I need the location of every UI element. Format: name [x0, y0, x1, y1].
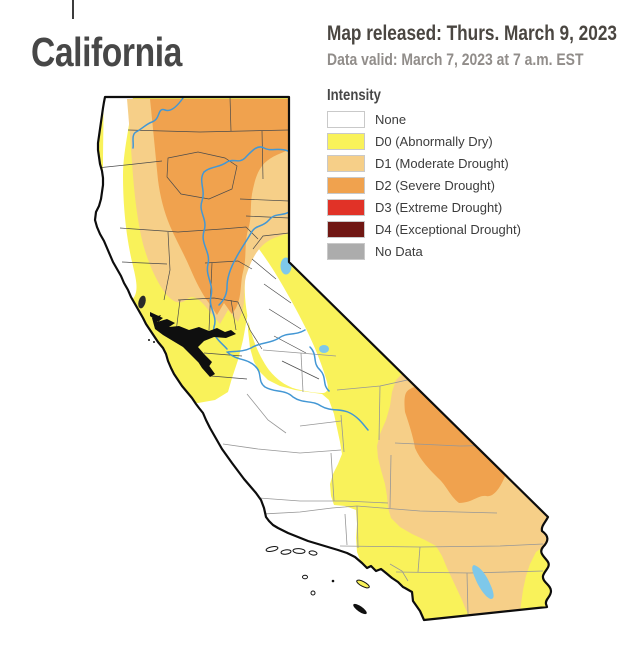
legend-row-none: None — [327, 111, 521, 128]
legend-row-nodata: No Data — [327, 243, 521, 260]
drought-layer-d2 — [150, 99, 507, 503]
legend-row-d4: D4 (Exceptional Drought) — [327, 221, 521, 238]
county-lines-south — [222, 349, 545, 615]
swatch-d4 — [327, 221, 365, 238]
farallon-islands — [148, 339, 150, 341]
sf-bay-water — [138, 295, 236, 377]
point-reyes — [150, 312, 163, 322]
legend-label: D3 (Extreme Drought) — [375, 200, 503, 215]
san-clemente-island — [353, 603, 367, 615]
legend-title: Intensity — [327, 87, 381, 104]
release-info: Map released: Thurs. March 9, 2023 Data … — [327, 22, 630, 70]
catalina-island — [356, 579, 370, 589]
swatch-none — [327, 111, 365, 128]
salton-sea — [472, 565, 494, 599]
farallon-islands — [153, 341, 155, 343]
data-valid-date: Data valid: March 7, 2023 at 7 a.m. EST — [327, 49, 584, 69]
legend-label: D4 (Exceptional Drought) — [375, 222, 521, 237]
legend-row-d1: D1 (Moderate Drought) — [327, 155, 521, 172]
channel-islands — [148, 339, 370, 615]
intensity-legend: Intensity None D0 (Abnormally Dry) D1 (M… — [327, 87, 521, 265]
page-title: California — [31, 29, 215, 76]
clear-lake — [138, 295, 146, 309]
legend-label: D1 (Moderate Drought) — [375, 156, 509, 171]
state-border — [93, 95, 553, 622]
swatch-nodata — [327, 243, 365, 260]
legend-row-d2: D2 (Severe Drought) — [327, 177, 521, 194]
swatch-d1 — [327, 155, 365, 172]
ui-artifact-line — [72, 0, 74, 19]
page-title-text: California — [31, 29, 182, 76]
legend-row-d3: D3 (Extreme Drought) — [327, 199, 521, 216]
santa-barbara-island — [331, 579, 335, 583]
swatch-d0 — [327, 133, 365, 150]
swatch-d2 — [327, 177, 365, 194]
legend-label: No Data — [375, 244, 423, 259]
rivers — [132, 97, 369, 431]
mono-lake — [319, 345, 329, 353]
swatch-d3 — [327, 199, 365, 216]
san-nicolas-island — [310, 590, 316, 596]
legend-label: D2 (Severe Drought) — [375, 178, 495, 193]
map-released-date: Map released: Thurs. March 9, 2023 — [327, 22, 617, 45]
legend-row-d0: D0 (Abnormally Dry) — [327, 133, 521, 150]
legend-label: None — [375, 112, 407, 127]
legend-label: D0 (Abnormally Dry) — [375, 134, 493, 149]
